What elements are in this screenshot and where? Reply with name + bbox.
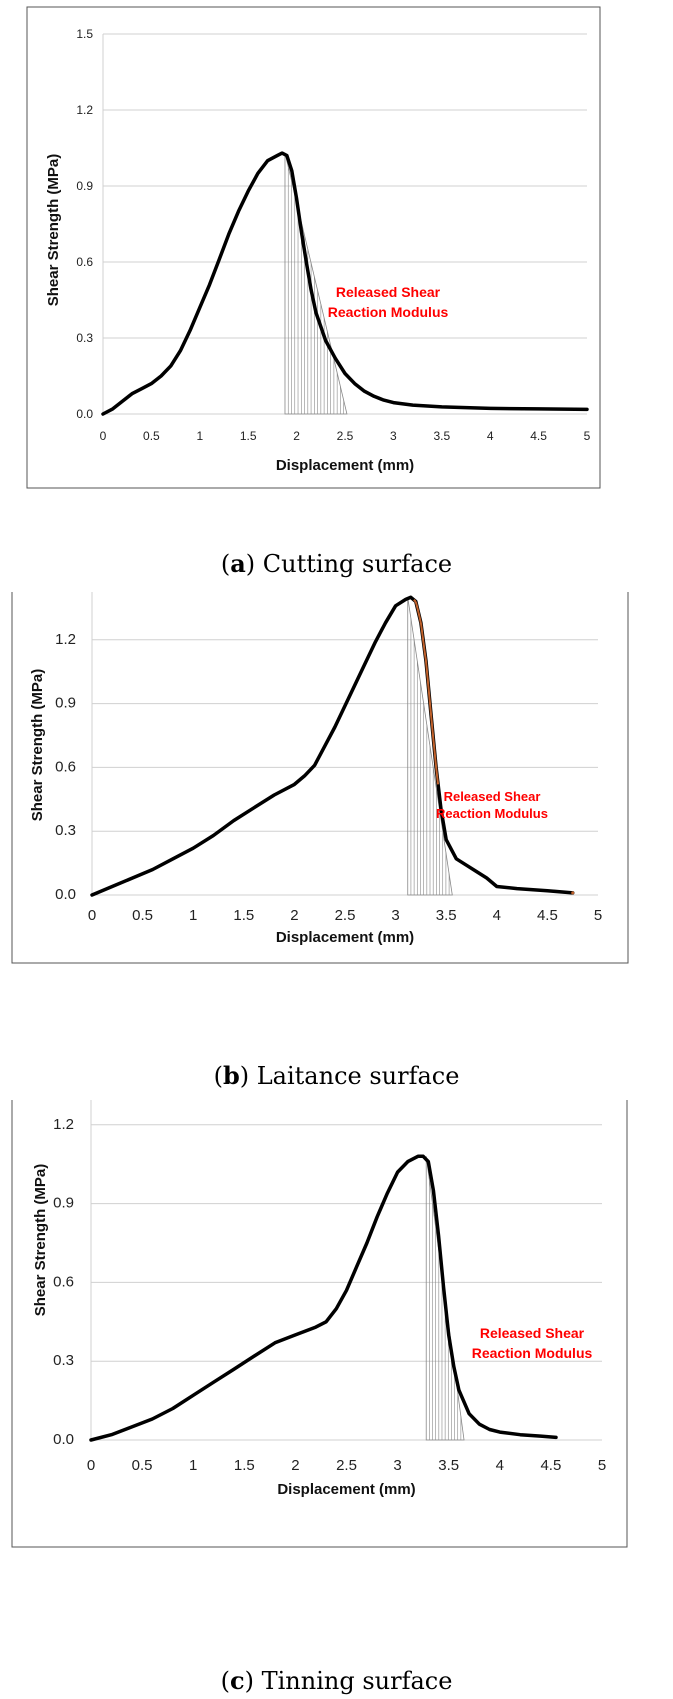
x-tick-label: 4: [493, 907, 501, 924]
x-tick-label: 2: [291, 1457, 299, 1474]
chart-tinning-surface: 0.00.30.60.91.21.500.511.522.533.544.55D…: [11, 1100, 628, 1548]
highlight-segment: [413, 599, 440, 785]
y-tick-label: 0.6: [53, 1273, 74, 1290]
y-tick-label: 0.6: [55, 758, 76, 775]
caption-b: (b) Laitance surface: [213, 1061, 460, 1090]
caption-text: Cutting surface: [262, 550, 453, 578]
x-tick-label: 1: [189, 907, 197, 924]
y-axis-title: Shear Strength (MPa): [29, 669, 46, 822]
chart-frame: [11, 592, 629, 964]
x-tick-label: 1.5: [240, 429, 257, 443]
shear-curve-line: [90, 595, 575, 897]
x-tick-label: 1.5: [234, 1457, 255, 1474]
released-shear-region: [407, 597, 453, 896]
y-tick-label: 0.3: [76, 331, 93, 345]
end-marker: [571, 891, 575, 895]
annotation-text: Reaction Modulus: [472, 1345, 593, 1361]
x-tick-label: 2.5: [336, 1457, 357, 1474]
chart-cutting-surface: 0.0 0.3 0.6 0.9 1.2 1.5 0 0.5 1 1.5 2 2.5 3 3.5 4 4.5 5 D…: [26, 6, 601, 489]
x-axis-title: Displacement (mm): [277, 1481, 415, 1498]
x-tick-label: 4: [496, 1457, 504, 1474]
x-tick-label: 4.5: [540, 1457, 561, 1474]
caption-letter: c: [229, 1666, 245, 1695]
caption-c: (c) Tinning surface: [220, 1666, 453, 1695]
x-tick-label: 2: [293, 429, 300, 443]
x-tick-label: 3: [391, 907, 399, 924]
y-axis-title: Shear Strength (MPa): [32, 1164, 49, 1317]
y-tick-label: 0.9: [55, 695, 76, 712]
y-tick-label: 0.3: [53, 1352, 74, 1369]
x-tick-label: 0: [88, 907, 96, 924]
y-tick-label: 1.5: [76, 27, 93, 41]
x-tick-label: 5: [584, 429, 591, 443]
x-tick-label: 0: [100, 429, 107, 443]
x-tick-label: 5: [594, 907, 602, 924]
x-tick-label: 3.5: [436, 907, 457, 924]
chart-laitance-surface: 0.00.30.60.91.21.500.511.522.533.544.55D…: [11, 592, 629, 964]
y-tick-label: 0.0: [53, 1431, 74, 1448]
annotation-text: Released Shear: [336, 284, 441, 300]
x-tick-label: 1: [189, 1457, 197, 1474]
caption-text: Laitance surface: [256, 1062, 460, 1090]
x-tick-label: 0.5: [143, 429, 160, 443]
y-tick-label: 1.2: [55, 631, 76, 648]
y-tick-label: 0.6: [76, 255, 93, 269]
annotation-text: Reaction Modulus: [328, 304, 449, 320]
x-tick-label: 3: [393, 1457, 401, 1474]
annotation-text: Released Shear: [480, 1325, 585, 1341]
y-tick-label: 1.2: [76, 103, 93, 117]
caption-a: (a) Cutting surface: [220, 549, 453, 578]
x-tick-label: 4.5: [530, 429, 547, 443]
x-tick-label: 0: [87, 1457, 95, 1474]
x-tick-label: 5: [598, 1457, 606, 1474]
x-tick-label: 3: [390, 429, 397, 443]
caption-letter: a: [230, 549, 246, 578]
x-axis-title: Displacement (mm): [276, 457, 414, 474]
annotation-text: Reaction Modulus: [436, 806, 548, 821]
x-tick-label: 2.5: [335, 907, 356, 924]
x-tick-label: 1: [196, 429, 203, 443]
y-tick-label: 0.9: [76, 179, 93, 193]
y-tick-label: 0.3: [55, 822, 76, 839]
x-tick-label: 0.5: [132, 1457, 153, 1474]
hatched-triangle: [284, 152, 348, 415]
y-tick-label: 0.0: [76, 407, 93, 421]
x-tick-label: 2: [290, 907, 298, 924]
x-tick-label: 4: [487, 429, 494, 443]
shear-curve-line: [101, 151, 589, 416]
y-tick-label: 1.2: [53, 1116, 74, 1133]
x-tick-label: 1.5: [233, 907, 254, 924]
released-shear-region: [284, 152, 348, 415]
x-tick-label: 0.5: [132, 907, 153, 924]
annotation-text: Released Shear: [444, 789, 541, 804]
x-tick-label: 3.5: [433, 429, 450, 443]
shear-curve-line: [89, 1154, 558, 1442]
chart-frame: [26, 6, 601, 489]
y-tick-label: 0.9: [53, 1195, 74, 1212]
x-tick-label: 4.5: [537, 907, 558, 924]
caption-text: Tinning surface: [261, 1667, 453, 1695]
y-axis-title: Shear Strength (MPa): [45, 154, 62, 307]
x-tick-label: 3.5: [438, 1457, 459, 1474]
caption-letter: b: [222, 1061, 240, 1090]
y-tick-label: 0.0: [55, 886, 76, 903]
x-axis-title: Displacement (mm): [276, 929, 414, 946]
x-tick-label: 2.5: [337, 429, 354, 443]
